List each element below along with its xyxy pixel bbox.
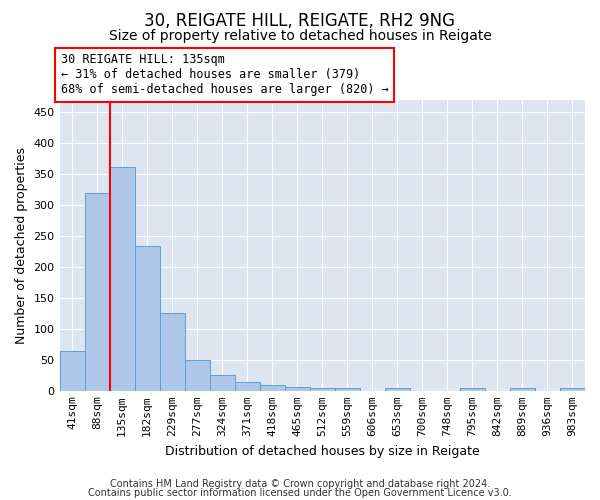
Bar: [185, 360, 209, 391]
Text: 30 REIGATE HILL: 135sqm
← 31% of detached houses are smaller (379)
68% of semi-d: 30 REIGATE HILL: 135sqm ← 31% of detache…: [61, 54, 389, 96]
Bar: [510, 388, 535, 391]
Bar: [460, 388, 485, 391]
Bar: [85, 192, 110, 391]
Text: Contains public sector information licensed under the Open Government Licence v3: Contains public sector information licen…: [88, 488, 512, 498]
Text: 30, REIGATE HILL, REIGATE, RH2 9NG: 30, REIGATE HILL, REIGATE, RH2 9NG: [145, 12, 455, 30]
Bar: [134, 246, 160, 391]
Bar: [310, 388, 335, 391]
Bar: [285, 387, 310, 391]
Text: Size of property relative to detached houses in Reigate: Size of property relative to detached ho…: [109, 29, 491, 43]
Text: Contains HM Land Registry data © Crown copyright and database right 2024.: Contains HM Land Registry data © Crown c…: [110, 479, 490, 489]
Bar: [209, 374, 235, 391]
Y-axis label: Number of detached properties: Number of detached properties: [15, 146, 28, 344]
Bar: [160, 312, 185, 391]
X-axis label: Distribution of detached houses by size in Reigate: Distribution of detached houses by size …: [165, 444, 479, 458]
Bar: [385, 388, 410, 391]
Bar: [560, 388, 585, 391]
Bar: [260, 384, 285, 391]
Bar: [335, 388, 360, 391]
Bar: [59, 350, 85, 391]
Bar: [235, 382, 260, 391]
Bar: [110, 166, 134, 391]
